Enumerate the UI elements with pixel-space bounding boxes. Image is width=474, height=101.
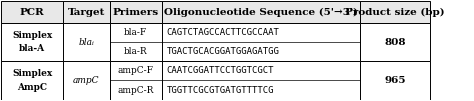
Text: ampC-F: ampC-F (118, 66, 154, 75)
Text: Primers: Primers (113, 8, 159, 17)
Text: ampC-R: ampC-R (118, 86, 154, 95)
Text: TGGTTCGCGTGATGTTTTCG: TGGTTCGCGTGATGTTTTCG (166, 86, 274, 95)
Bar (110, 23, 162, 61)
Text: Simplex
AmpC: Simplex AmpC (12, 69, 52, 92)
Bar (359, 1, 430, 23)
Bar (63, 1, 110, 23)
Text: bla-F: bla-F (124, 28, 147, 37)
Bar (359, 23, 430, 61)
Text: Simplex
bla-A: Simplex bla-A (12, 31, 52, 53)
Text: TGACTGCACGGATGGAGATGG: TGACTGCACGGATGGAGATGG (166, 47, 279, 56)
Text: ampC: ampC (73, 76, 100, 85)
Bar (162, 1, 359, 23)
Text: Oligonucleotide Sequence (5'→3'): Oligonucleotide Sequence (5'→3') (164, 8, 357, 17)
Bar (63, 23, 110, 61)
Text: Product size (bp): Product size (bp) (345, 8, 445, 17)
Text: 965: 965 (384, 76, 406, 85)
Bar (63, 61, 110, 100)
Text: Target: Target (67, 8, 105, 17)
Bar (1, 61, 63, 100)
Bar (1, 23, 63, 61)
Text: bla-R: bla-R (124, 47, 147, 56)
Bar (110, 61, 162, 100)
Bar (359, 61, 430, 100)
Text: CAGTCTAGCCACTTCGCCAAT: CAGTCTAGCCACTTCGCCAAT (166, 28, 279, 37)
Bar (162, 23, 359, 61)
Text: blaᵢ: blaᵢ (78, 38, 94, 47)
Bar (110, 1, 162, 23)
Text: CAATCGGATTCCTGGTCGCT: CAATCGGATTCCTGGTCGCT (166, 66, 274, 75)
Bar (162, 61, 359, 100)
Text: 808: 808 (384, 38, 406, 47)
Bar (1, 1, 63, 23)
Text: PCR: PCR (19, 8, 45, 17)
